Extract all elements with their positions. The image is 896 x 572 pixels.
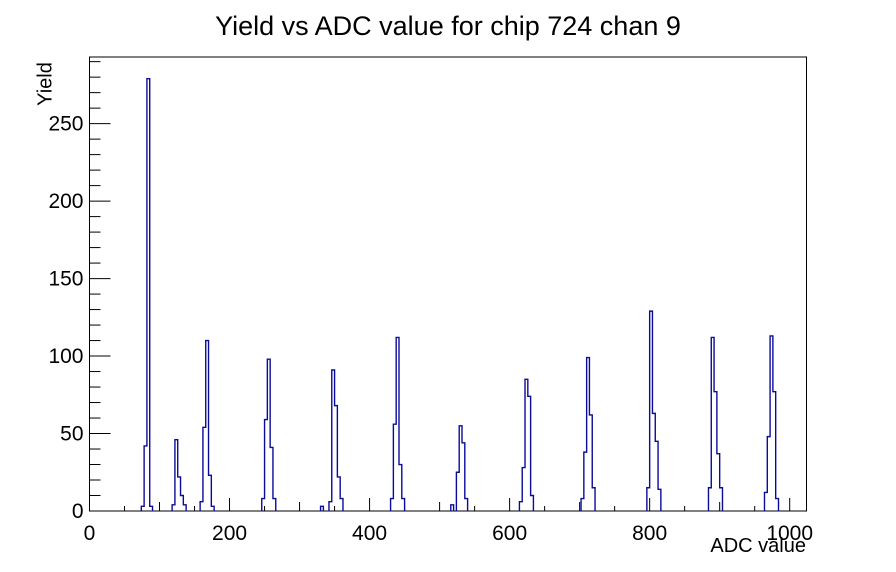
histogram-peak	[199, 339, 215, 511]
histogram-peak	[389, 336, 406, 511]
x-tick-label: 0	[84, 522, 96, 545]
x-axis-title: ADC value	[710, 535, 806, 557]
x-tick-label: 600	[492, 522, 527, 545]
x-tick-label: 200	[212, 522, 247, 545]
histogram-peak	[707, 336, 724, 511]
histogram-peak	[518, 378, 535, 511]
y-tick-label: 100	[48, 345, 83, 368]
histogram-peak	[450, 504, 455, 511]
histogram-peak	[646, 310, 662, 511]
y-tick-label: 0	[72, 500, 84, 523]
histogram-peak	[319, 505, 325, 511]
histogram-peak	[328, 369, 344, 511]
x-tick-label: 1000	[766, 522, 813, 545]
y-tick-label: 250	[48, 113, 83, 136]
y-tick-label: 200	[48, 190, 83, 213]
x-tick-label: 800	[632, 522, 667, 545]
chart-title: Yield vs ADC value for chip 724 chan 9	[215, 11, 681, 41]
histogram-peak	[763, 335, 780, 511]
x-tick-label: 400	[352, 522, 387, 545]
histogram-peak	[580, 356, 596, 511]
histogram-peak	[455, 425, 469, 511]
plot-frame	[89, 56, 807, 512]
y-tick-label: 50	[60, 423, 83, 446]
y-tick-label: 150	[48, 268, 83, 291]
histogram-peak	[261, 358, 277, 511]
histogram-peak	[171, 439, 187, 511]
histogram-peak	[140, 77, 154, 511]
